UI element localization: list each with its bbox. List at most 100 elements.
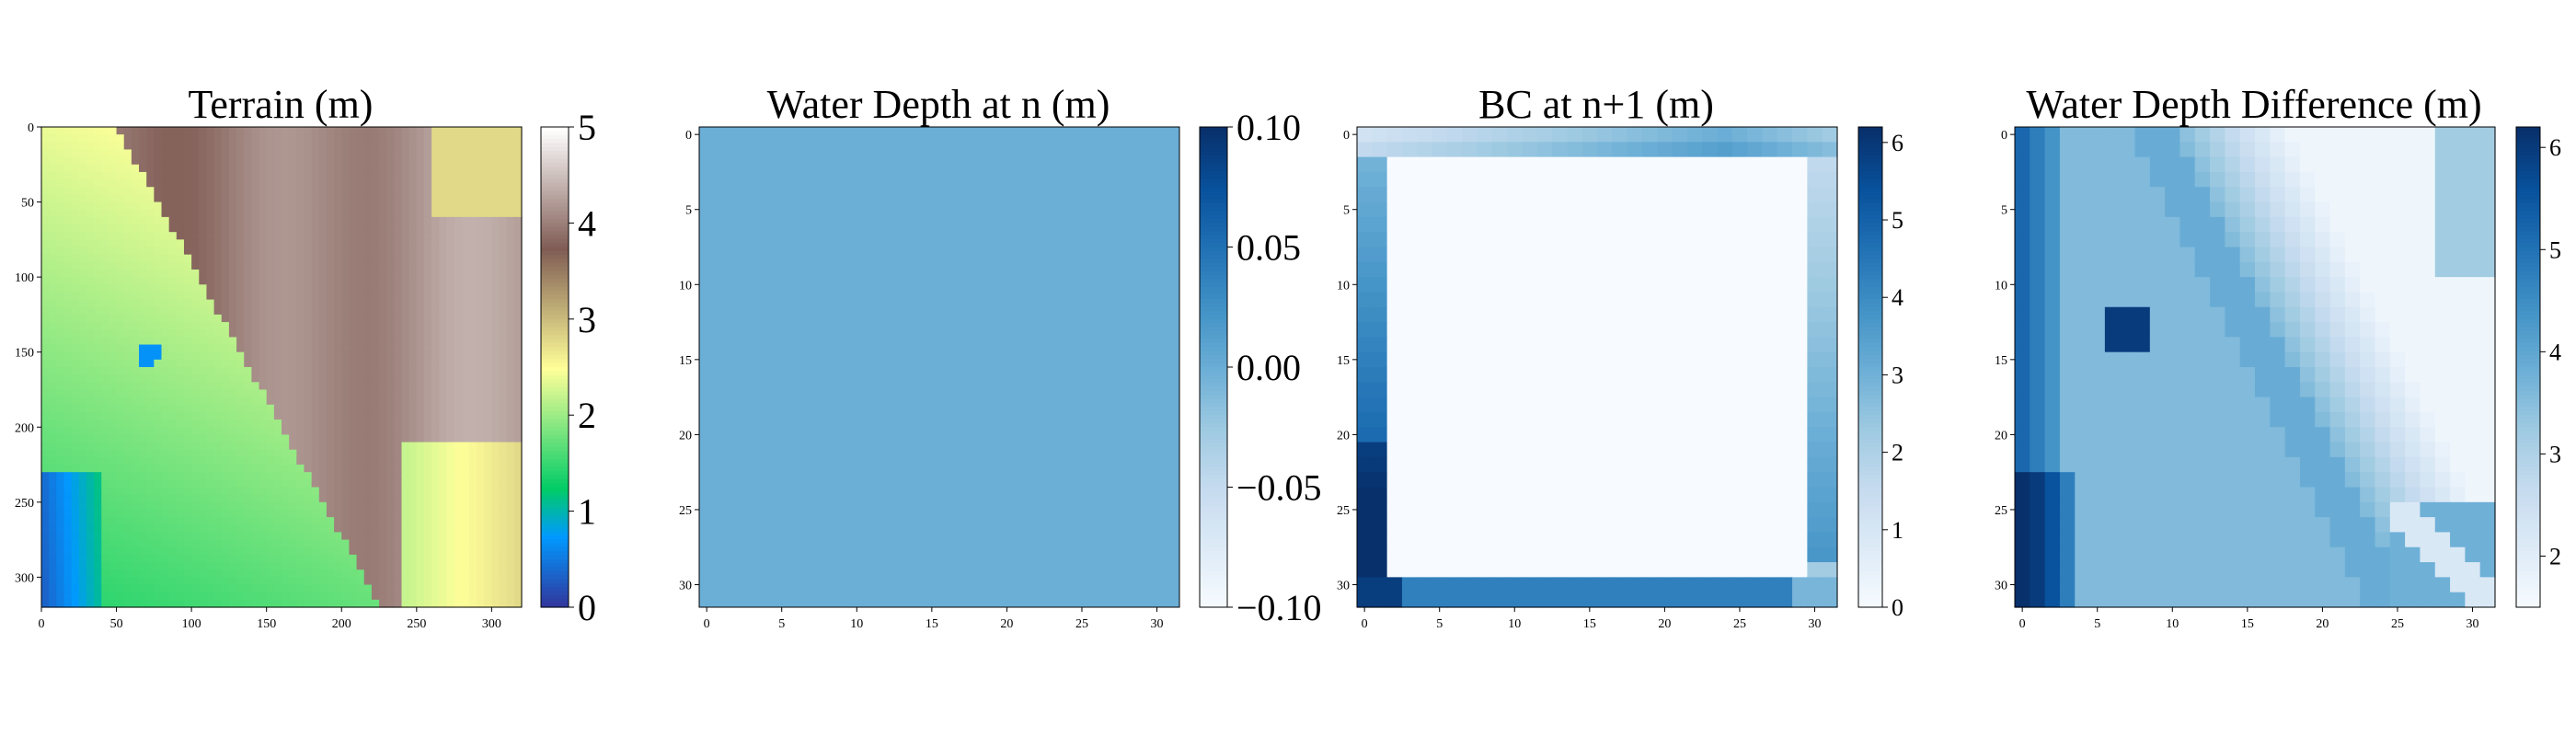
heatmap-cell bbox=[259, 337, 268, 346]
heatmap-cell bbox=[71, 127, 80, 135]
heatmap-cell bbox=[251, 127, 260, 135]
heatmap-cell bbox=[454, 247, 463, 256]
colorbar-segment bbox=[1200, 555, 1227, 560]
heatmap-cell bbox=[341, 367, 351, 375]
heatmap-cell bbox=[191, 322, 200, 330]
heatmap-cell bbox=[168, 599, 178, 608]
heatmap-cell bbox=[213, 337, 223, 346]
heatmap-cell bbox=[78, 261, 87, 270]
heatmap-cell bbox=[49, 397, 57, 406]
heatmap-cell bbox=[356, 209, 365, 218]
colorbar-tick-label: 4 bbox=[578, 202, 596, 244]
heatmap-cell bbox=[289, 532, 297, 541]
heatmap-cell bbox=[213, 239, 223, 248]
heatmap-cell bbox=[461, 427, 470, 436]
heatmap-cell bbox=[123, 367, 132, 375]
heatmap-cell bbox=[168, 149, 178, 158]
heatmap-cell bbox=[408, 344, 418, 353]
heatmap-cell bbox=[341, 539, 351, 548]
heatmap-cell bbox=[176, 420, 185, 428]
heatmap-cell bbox=[356, 329, 365, 338]
heatmap-cell bbox=[491, 577, 500, 586]
heatmap-cell bbox=[41, 216, 50, 225]
heatmap-cell bbox=[477, 216, 485, 225]
heatmap-cell bbox=[394, 539, 403, 548]
heatmap-cell bbox=[206, 404, 215, 413]
heatmap-cell bbox=[78, 494, 87, 503]
heatmap-cell bbox=[41, 456, 50, 466]
heatmap-cell bbox=[454, 171, 463, 180]
heatmap-cell bbox=[1672, 187, 1688, 203]
heatmap-cell bbox=[296, 434, 305, 443]
colorbar-segment bbox=[541, 279, 569, 284]
heatmap-cell bbox=[101, 299, 110, 308]
heatmap-cell bbox=[1401, 127, 1418, 143]
heatmap-cell bbox=[499, 569, 508, 578]
heatmap-cell bbox=[131, 487, 140, 496]
heatmap-cell bbox=[63, 254, 73, 263]
heatmap-cell bbox=[63, 134, 73, 143]
heatmap-cell bbox=[131, 359, 140, 368]
heatmap-cell bbox=[183, 194, 192, 203]
heatmap-cell bbox=[341, 382, 351, 391]
heatmap-cell bbox=[1567, 351, 1583, 368]
heatmap-cell bbox=[311, 554, 320, 563]
heatmap-cell bbox=[416, 134, 425, 143]
heatmap-cell bbox=[146, 577, 155, 586]
heatmap-cell bbox=[244, 539, 252, 548]
heatmap-cell bbox=[371, 247, 380, 256]
heatmap-cell bbox=[146, 554, 155, 563]
heatmap-cell bbox=[363, 465, 373, 473]
heatmap-cell bbox=[506, 216, 515, 225]
heatmap-cell bbox=[1446, 156, 1463, 173]
heatmap-cell bbox=[1762, 367, 1778, 383]
heatmap-cell bbox=[416, 187, 425, 196]
heatmap-cell bbox=[161, 404, 170, 413]
heatmap-cell bbox=[139, 546, 147, 556]
heatmap-cell bbox=[273, 277, 282, 285]
heatmap-cell bbox=[1357, 382, 1373, 398]
colorbar-segment bbox=[1200, 274, 1227, 280]
heatmap-cell bbox=[71, 284, 80, 293]
heatmap-cell bbox=[206, 456, 215, 466]
heatmap-cell bbox=[86, 209, 95, 218]
heatmap-cell bbox=[56, 532, 65, 541]
heatmap-cell bbox=[1522, 247, 1538, 263]
heatmap-cell bbox=[251, 517, 260, 525]
heatmap-cell bbox=[116, 546, 125, 556]
heatmap-cell bbox=[1627, 351, 1643, 368]
heatmap-cell bbox=[289, 337, 297, 346]
heatmap-cell bbox=[63, 569, 73, 578]
heatmap-cell bbox=[139, 156, 147, 166]
heatmap-cell bbox=[282, 367, 290, 375]
heatmap-cell bbox=[341, 532, 351, 541]
heatmap-cell bbox=[1702, 306, 1719, 323]
heatmap-cell bbox=[41, 171, 50, 180]
colorbar-segment bbox=[541, 243, 569, 248]
heatmap-cell bbox=[101, 546, 110, 556]
heatmap-cell bbox=[191, 232, 200, 240]
heatmap-cell bbox=[386, 397, 395, 406]
heatmap-cell bbox=[1401, 261, 1418, 278]
heatmap-cell bbox=[296, 501, 305, 511]
heatmap-cell bbox=[109, 554, 118, 563]
heatmap-cell bbox=[161, 269, 170, 278]
heatmap-cell bbox=[251, 179, 260, 188]
heatmap-cell bbox=[116, 292, 125, 301]
heatmap-cell bbox=[86, 277, 95, 285]
heatmap-cell bbox=[168, 239, 178, 248]
heatmap-cell bbox=[318, 127, 328, 135]
heatmap-cell bbox=[228, 292, 237, 301]
heatmap-cell bbox=[1822, 156, 1838, 173]
heatmap-cell bbox=[41, 517, 50, 525]
heatmap-cell bbox=[326, 329, 335, 338]
heatmap-cell bbox=[506, 584, 515, 593]
heatmap-cell bbox=[139, 314, 147, 323]
heatmap-cell bbox=[49, 494, 57, 503]
heatmap-cell bbox=[311, 546, 320, 556]
heatmap-cell bbox=[289, 374, 297, 383]
heatmap-cell bbox=[401, 434, 410, 443]
heatmap-cell bbox=[161, 247, 170, 256]
heatmap-cell bbox=[183, 397, 192, 406]
heatmap-cell bbox=[1372, 247, 1388, 263]
